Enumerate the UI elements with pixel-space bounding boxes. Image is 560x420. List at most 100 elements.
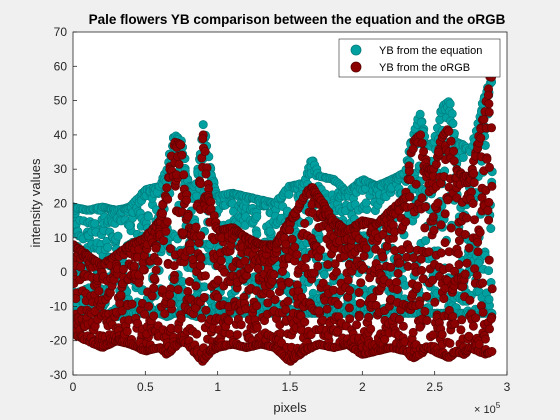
data-point [450, 319, 460, 329]
data-point [422, 291, 432, 301]
data-point [448, 146, 458, 156]
data-point [468, 199, 478, 209]
data-point [420, 202, 430, 212]
data-point [456, 325, 466, 335]
y-tick-label: -20 [50, 334, 68, 348]
data-point [446, 136, 456, 146]
data-point [173, 285, 183, 295]
data-point [393, 268, 403, 278]
data-point [386, 262, 396, 272]
data-point [392, 284, 402, 294]
data-point [447, 109, 457, 119]
data-point [300, 317, 310, 327]
data-point [76, 262, 86, 272]
data-point [484, 99, 494, 109]
data-point [343, 275, 353, 285]
data-point [417, 138, 427, 148]
data-point [216, 255, 226, 265]
data-point [478, 307, 488, 317]
data-point [151, 265, 161, 275]
data-point [252, 301, 262, 311]
data-point [331, 267, 341, 277]
data-point [411, 179, 421, 189]
data-point [197, 313, 207, 323]
data-point [428, 212, 438, 222]
data-point [472, 270, 482, 280]
data-point [198, 134, 208, 144]
data-point [224, 316, 234, 326]
y-tick-label: 70 [54, 25, 68, 39]
data-point [319, 270, 329, 280]
data-point [433, 198, 443, 208]
data-point [191, 281, 201, 291]
data-point [433, 147, 443, 157]
data-point [484, 162, 494, 172]
legend-label-equation: YB from the equation [379, 45, 482, 57]
x-axis-label: pixels [273, 400, 307, 415]
data-point [192, 329, 202, 339]
data-point [408, 327, 418, 337]
data-point [185, 276, 195, 286]
data-point [359, 251, 369, 261]
data-point [292, 250, 302, 260]
data-point [484, 266, 494, 276]
data-point [285, 225, 295, 235]
data-point [449, 156, 459, 166]
data-point [445, 338, 455, 348]
data-point [281, 239, 291, 249]
x-tick-label: 1 [214, 380, 221, 394]
data-point [287, 234, 297, 244]
data-point [417, 265, 427, 275]
data-point [398, 321, 408, 331]
legend-marker-orgb [350, 61, 362, 73]
data-point [191, 222, 201, 232]
x-axis-multiplier: × 105 [474, 401, 501, 416]
x-tick-label: 2.5 [426, 380, 443, 394]
data-point [232, 330, 242, 340]
data-point [356, 278, 366, 288]
data-point [122, 326, 132, 336]
data-point [127, 299, 137, 309]
data-point [430, 297, 440, 307]
data-point [201, 169, 211, 179]
data-point [144, 301, 154, 311]
data-point [484, 107, 494, 117]
data-point [162, 217, 172, 227]
data-point [354, 312, 364, 322]
data-point [446, 223, 456, 233]
data-point [147, 291, 157, 301]
data-point [473, 237, 483, 247]
data-point [270, 295, 280, 305]
data-point [125, 221, 135, 231]
data-point [416, 130, 426, 140]
data-point [345, 285, 355, 295]
data-point [138, 265, 148, 275]
data-point [177, 150, 187, 160]
data-point [487, 346, 497, 356]
data-point [269, 269, 279, 279]
data-point [414, 299, 424, 309]
data-point [437, 330, 447, 340]
data-point [183, 212, 193, 222]
data-point [443, 195, 453, 205]
data-point [333, 300, 343, 310]
y-axis-label: intensity values [28, 158, 43, 247]
data-point [263, 298, 273, 308]
data-point [151, 243, 161, 253]
data-point [277, 266, 287, 276]
data-point [200, 271, 210, 281]
x-tick-label: 3 [504, 380, 511, 394]
data-point [160, 309, 170, 319]
data-point [436, 220, 446, 230]
data-point [465, 295, 475, 305]
data-point [345, 314, 355, 324]
y-axis: -30 -20 -10 0 10 20 30 40 50 60 70 [50, 25, 77, 382]
data-point [448, 119, 458, 129]
data-point [90, 219, 100, 229]
data-point [404, 244, 414, 254]
data-point [486, 224, 496, 234]
data-point [361, 243, 371, 253]
data-point [165, 244, 175, 254]
data-point [196, 261, 206, 271]
data-point [482, 154, 492, 164]
